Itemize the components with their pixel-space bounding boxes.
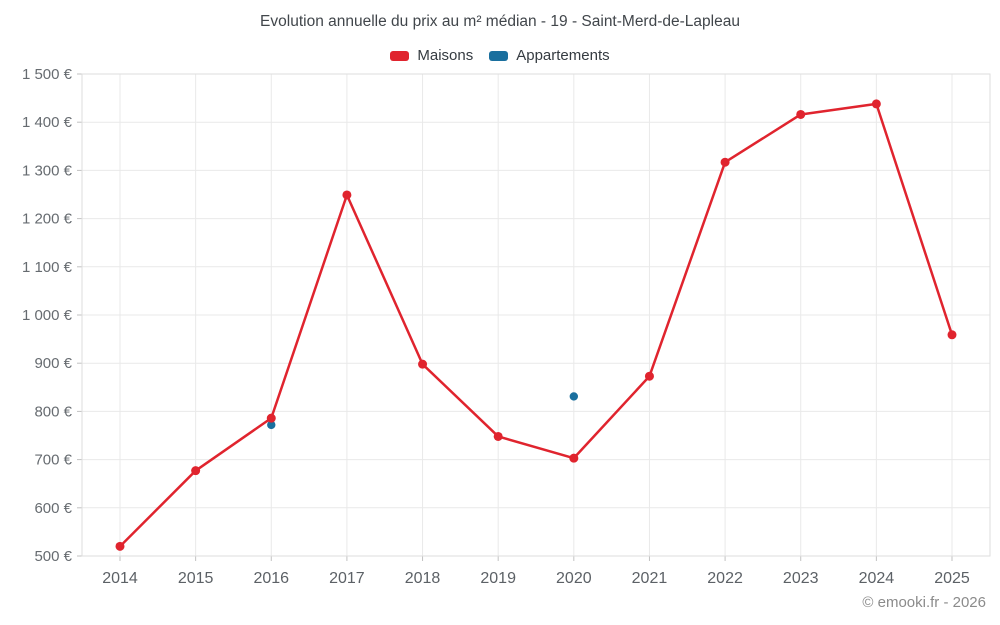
y-axis-label: 1 300 €	[22, 162, 73, 179]
y-axis-label: 700 €	[34, 452, 72, 469]
y-axis-label: 800 €	[34, 403, 72, 420]
x-axis-label: 2018	[405, 570, 441, 587]
x-axis-label: 2025	[934, 570, 970, 587]
chart-title: Evolution annuelle du prix au m² médian …	[260, 13, 740, 30]
legend-label-maisons: Maisons	[417, 47, 474, 64]
y-axis-label: 600 €	[34, 500, 72, 517]
data-point-maisons	[115, 541, 125, 551]
data-point-maisons	[342, 190, 352, 200]
legend-label-appartements: Appartements	[516, 47, 610, 64]
x-axis-label: 2015	[178, 570, 214, 587]
y-axis-label: 1 100 €	[22, 259, 73, 276]
legend-item-appartements[interactable]: Appartements	[489, 47, 610, 64]
plot-border	[81, 73, 991, 557]
data-point-maisons	[644, 371, 654, 381]
data-point-maisons	[720, 157, 730, 167]
maisons-series-swatch-icon	[390, 50, 410, 61]
y-axis-label: 1 000 €	[22, 307, 73, 324]
x-axis-label: 2023	[783, 570, 819, 587]
data-point-appartements	[569, 392, 579, 401]
data-point-appartements	[267, 420, 276, 430]
x-axis-label: 2021	[632, 570, 668, 587]
data-point-maisons	[796, 109, 806, 119]
series-line-maisons	[118, 102, 954, 548]
y-axis-label: 500 €	[34, 548, 72, 565]
data-point-maisons	[871, 99, 881, 109]
data-point-maisons	[266, 413, 276, 423]
x-axis-label: 2017	[329, 570, 365, 587]
data-point-maisons	[569, 453, 579, 463]
y-axis-label: 900 €	[34, 355, 72, 372]
data-point-maisons	[418, 359, 428, 369]
x-axis-label: 2014	[102, 570, 138, 587]
data-point-maisons	[947, 330, 957, 340]
x-axis-label: 2019	[480, 570, 516, 587]
y-axis-label: 1 500 €	[22, 66, 73, 83]
y-axis-label: 1 400 €	[22, 114, 73, 131]
x-axis-label: 2024	[859, 570, 895, 587]
x-axis-label: 2022	[707, 570, 743, 587]
data-point-maisons	[493, 431, 503, 441]
x-axis-label: 2020	[556, 570, 592, 587]
appartements-series-swatch-icon	[489, 50, 509, 61]
copyright-footer: © emooki.fr - 2026	[862, 594, 986, 611]
x-axis-label: 2016	[253, 570, 289, 587]
data-point-maisons	[191, 466, 201, 476]
chart-legend: Maisons Appartements	[0, 47, 1000, 64]
legend-item-maisons[interactable]: Maisons	[390, 47, 473, 64]
y-axis-label: 1 200 €	[22, 211, 73, 228]
